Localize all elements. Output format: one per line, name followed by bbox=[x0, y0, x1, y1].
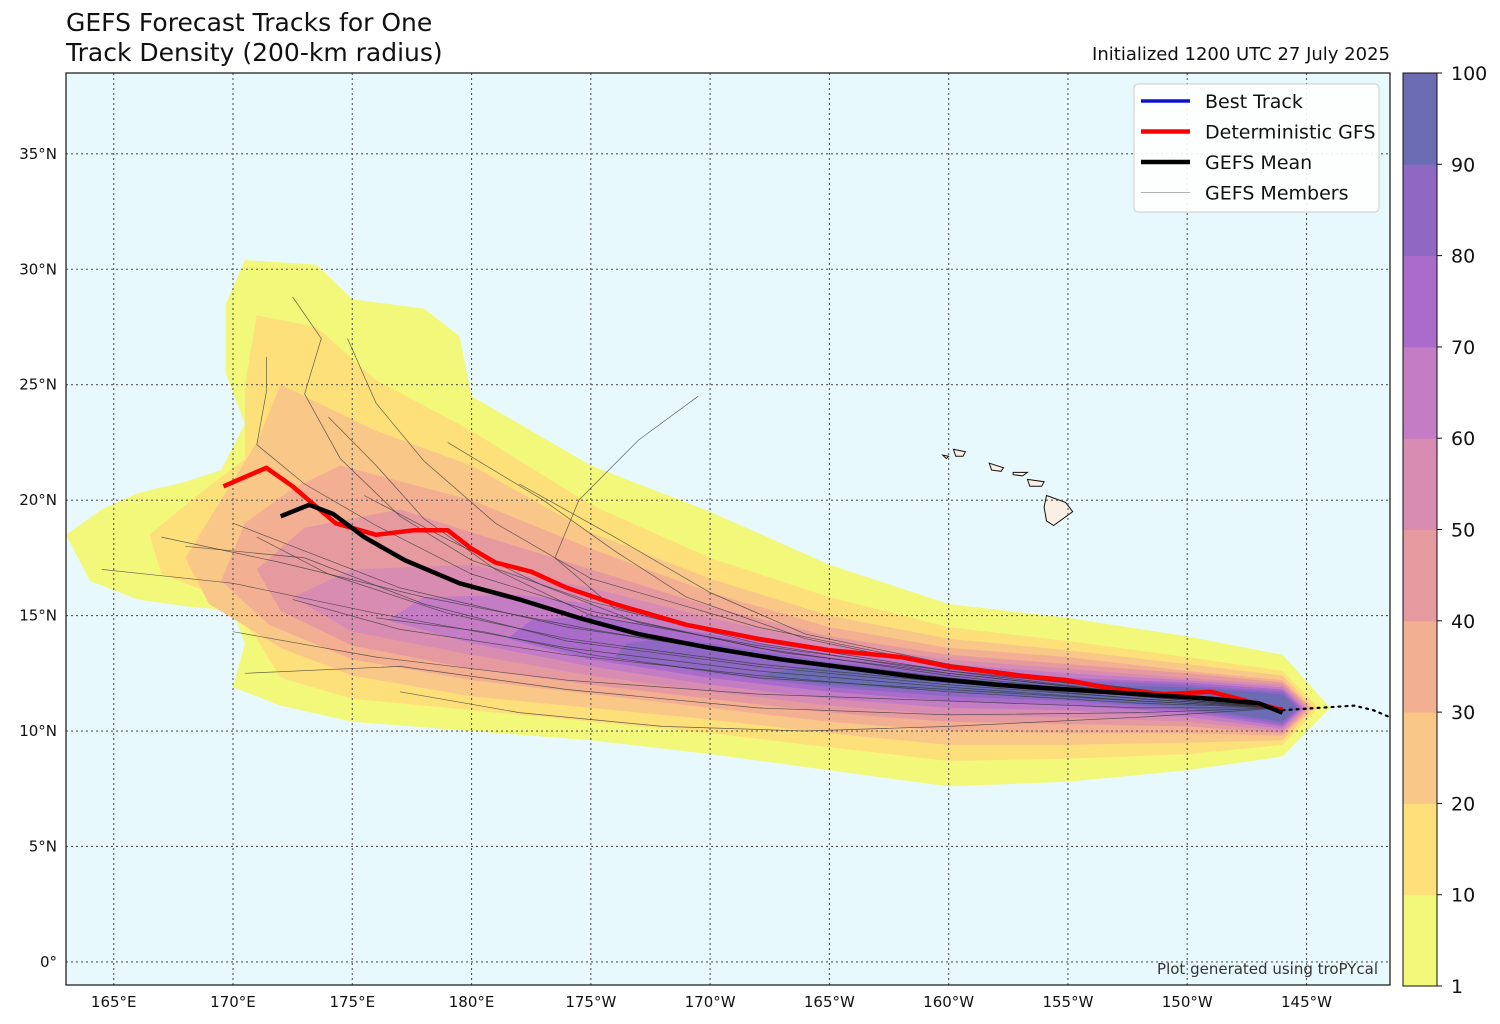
x-tick-label: 160°W bbox=[923, 993, 974, 1011]
colorbar-bin bbox=[1403, 438, 1437, 530]
land-layer bbox=[941, 448, 1074, 527]
credit-text: Plot generated using troPYcal bbox=[1157, 960, 1378, 978]
y-tick-label: 25°N bbox=[19, 376, 57, 394]
colorbar-bin bbox=[1403, 164, 1437, 257]
gefs-member-track bbox=[256, 357, 1283, 709]
best-track-extension bbox=[1281, 704, 1390, 719]
gefs-member-track bbox=[519, 483, 1283, 709]
colorbar-tick-label: 30 bbox=[1451, 702, 1475, 724]
gefs-members-layer bbox=[101, 296, 1283, 732]
x-tick-label: 165°W bbox=[804, 993, 855, 1011]
legend-box bbox=[1133, 83, 1380, 213]
colorbar-tick-label: 80 bbox=[1451, 246, 1475, 268]
y-tick-label: 20°N bbox=[19, 491, 57, 509]
chart-title-line1: GEFS Forecast Tracks for One bbox=[66, 8, 433, 37]
colorbar-tick-label: 20 bbox=[1451, 793, 1475, 815]
island-oahu bbox=[988, 462, 1005, 472]
colorbar-tick-label: 1 bbox=[1451, 976, 1463, 998]
gefs-member-track bbox=[292, 599, 1283, 709]
island-hawaii bbox=[1043, 494, 1074, 527]
initialized-label: Initialized 1200 UTC 27 July 2025 bbox=[1092, 44, 1390, 65]
y-tick-label: 30°N bbox=[19, 260, 57, 278]
colorbar-bin bbox=[1403, 712, 1437, 804]
gefs-member-track bbox=[256, 536, 1283, 709]
colorbar-tick-label: 10 bbox=[1451, 885, 1475, 907]
colorbar-tick-label: 70 bbox=[1451, 337, 1475, 359]
x-tick-label: 170°E bbox=[210, 993, 256, 1011]
y-tick-label: 10°N bbox=[19, 722, 57, 740]
gefs-member-track bbox=[232, 631, 1283, 709]
plot-frame bbox=[65, 72, 1391, 986]
gefs-member-track bbox=[328, 416, 1283, 709]
colorbar-bin bbox=[1403, 255, 1437, 348]
x-tick-label: 180°E bbox=[449, 993, 495, 1011]
gefs-member-track bbox=[376, 617, 1283, 709]
island-molokai bbox=[1012, 471, 1029, 477]
gefs-mean-track bbox=[279, 502, 1284, 715]
gefs-member-track bbox=[292, 296, 1283, 709]
colorbar: 1 10 20 30 40 50 60 70 80 90 100 bbox=[1402, 63, 1487, 998]
legend-label: Deterministic GFS bbox=[1205, 122, 1376, 144]
y-tick-label: 5°N bbox=[29, 837, 57, 855]
y-tick-label: 35°N bbox=[19, 145, 57, 163]
x-tick-label: 145°W bbox=[1281, 993, 1332, 1011]
colorbar-bin bbox=[1403, 894, 1437, 987]
track-lines-layer bbox=[222, 465, 1390, 719]
colorbar-tick-label: 90 bbox=[1451, 154, 1475, 176]
island-niihau bbox=[941, 454, 950, 460]
gefs-member-track bbox=[185, 545, 1283, 709]
legend: Best Track Deterministic GFS GEFS Mean GEFS… bbox=[1133, 83, 1380, 213]
chart-title-line2: Track Density (200-km radius) bbox=[66, 38, 443, 67]
x-tick-label: 165°E bbox=[91, 993, 137, 1011]
y-tick-label: 15°N bbox=[19, 607, 57, 625]
island-maui bbox=[1026, 478, 1045, 487]
x-tick-label: 155°W bbox=[1042, 993, 1093, 1011]
colorbar-bin bbox=[1403, 529, 1437, 622]
x-tick-label: 170°W bbox=[685, 993, 736, 1011]
colorbar-bin bbox=[1403, 73, 1437, 165]
deterministic-gfs-track bbox=[222, 465, 1284, 713]
x-tick-label: 175°E bbox=[329, 993, 375, 1011]
y-axis-ticks: 0° 5°N 10°N 15°N 20°N 25°N 30°N 35°N bbox=[19, 145, 57, 971]
colorbar-bin bbox=[1403, 620, 1437, 713]
gefs-member-track bbox=[101, 569, 1283, 709]
colorbar-tick-label: 100 bbox=[1451, 63, 1487, 85]
colorbar-bin bbox=[1403, 803, 1437, 896]
x-tick-label: 175°W bbox=[565, 993, 616, 1011]
gridlines bbox=[66, 73, 1390, 985]
legend-label: GEFS Mean bbox=[1205, 152, 1312, 174]
colorbar-bin bbox=[1403, 346, 1437, 439]
legend-label: Best Track bbox=[1205, 91, 1303, 113]
colorbar-tick-label: 60 bbox=[1451, 428, 1475, 450]
y-tick-label: 0° bbox=[40, 953, 57, 971]
island-kauai bbox=[952, 448, 967, 457]
gefs-member-track bbox=[399, 691, 1283, 732]
legend-label: GEFS Members bbox=[1205, 183, 1348, 205]
colorbar-tick-label: 50 bbox=[1451, 520, 1475, 542]
x-tick-label: 150°W bbox=[1162, 993, 1213, 1011]
x-axis-ticks: 165°E 170°E 175°E 180°E 175°W 170°W 165°W 160°W… bbox=[91, 993, 1332, 1011]
gefs-member-track bbox=[244, 666, 1283, 716]
colorbar-tick-label: 40 bbox=[1451, 611, 1475, 633]
